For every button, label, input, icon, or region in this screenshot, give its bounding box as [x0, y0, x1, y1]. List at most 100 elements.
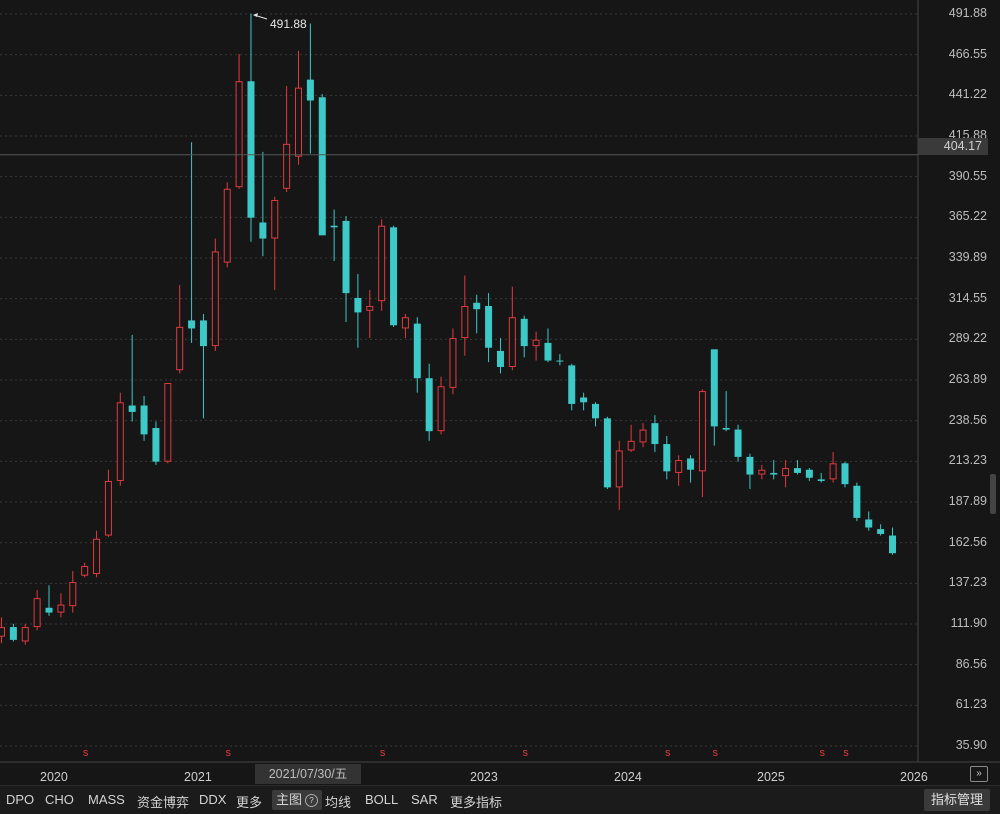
dividend-marker: s: [843, 747, 849, 759]
peak-arrow-head: [252, 13, 258, 17]
candle-body: [746, 456, 754, 475]
candle-body: [592, 403, 599, 419]
candle-body: [722, 427, 730, 430]
y-tick-label: 314.55: [948, 290, 987, 305]
candle-body: [413, 323, 421, 379]
candle-body: [663, 444, 671, 472]
y-tick-label: 441.22: [948, 87, 987, 102]
tab-main-chart[interactable]: 主图?: [272, 790, 323, 810]
candle-body: [710, 349, 718, 427]
candle-body: [556, 360, 564, 362]
tab-cho[interactable]: CHO: [45, 792, 74, 807]
y-tick-label: 111.90: [950, 615, 987, 630]
candle-body: [817, 479, 825, 481]
candle-body: [128, 405, 136, 412]
candle-body: [354, 297, 362, 313]
candle-body: [306, 79, 314, 101]
dividend-marker: s: [713, 747, 719, 759]
candle-body: [675, 460, 683, 473]
candle-body: [57, 604, 65, 613]
dividend-marker: s: [819, 747, 825, 759]
x-tick-label: 2025: [757, 770, 785, 784]
y-tick-label: 35.90: [955, 738, 987, 752]
tab-mass[interactable]: MASS: [88, 792, 125, 807]
candle-body: [615, 450, 623, 488]
candle-body: [841, 463, 849, 485]
tab-fund-game[interactable]: 资金博弈: [137, 795, 190, 810]
candle-body: [330, 225, 338, 228]
candle-body: [651, 423, 659, 445]
y-tick-label: 491.88: [948, 6, 987, 20]
y-tick-label: 390.55: [948, 168, 987, 183]
tab-dpo[interactable]: DPO: [6, 792, 35, 807]
x-tick-label: 2024: [614, 770, 642, 784]
candle-body: [544, 342, 552, 361]
candle-body: [580, 397, 588, 403]
candle-body: [223, 188, 231, 263]
dividend-marker: s: [380, 747, 386, 759]
candle-body: [235, 81, 243, 188]
candle-body: [853, 485, 861, 518]
candle-body: [247, 81, 255, 218]
candle-body: [603, 418, 611, 488]
x-tick-label: 2021: [184, 770, 212, 784]
tab-sar[interactable]: SAR: [411, 792, 438, 807]
candle-body: [770, 472, 778, 475]
candle-body: [9, 627, 17, 640]
y-tick-label: 162.56: [948, 534, 987, 549]
help-icon[interactable]: ?: [305, 794, 319, 807]
candle-body: [259, 222, 267, 239]
candle-body: [81, 566, 89, 576]
candle-body: [21, 627, 29, 642]
candle-body: [211, 251, 219, 347]
y-tick-label: 263.89: [948, 372, 987, 386]
candle-body: [508, 317, 516, 367]
candle-body: [104, 480, 112, 536]
y-tick-label: 61.23: [955, 697, 987, 712]
candle-body: [295, 87, 302, 157]
candle-body: [401, 317, 409, 329]
candle-body: [877, 529, 885, 534]
tab-main-chart-label: 主图: [276, 792, 303, 807]
tab-ddx[interactable]: DDX: [199, 792, 227, 807]
x-tick-label: 2026: [900, 770, 928, 784]
double-chevron-right-icon: »: [976, 768, 982, 779]
y-tick-label: 365.22: [948, 209, 987, 224]
candle-body: [318, 97, 326, 236]
tab-boll[interactable]: BOLL: [365, 792, 399, 807]
candle-body: [829, 463, 837, 480]
tab-more[interactable]: 更多: [236, 795, 263, 810]
dividend-marker: s: [225, 747, 231, 759]
candle-body: [342, 220, 350, 294]
candle-body: [627, 440, 635, 451]
candle-body: [152, 427, 160, 462]
candle-body: [485, 305, 493, 348]
tab-moving-average[interactable]: 均线: [325, 795, 352, 810]
candle-body: [734, 429, 742, 457]
candle-body: [116, 402, 124, 481]
candle-body: [199, 320, 207, 347]
resize-handle[interactable]: [990, 474, 996, 514]
scroll-right-button[interactable]: »: [970, 766, 988, 782]
candle-body: [366, 305, 374, 311]
candle-body: [805, 469, 813, 478]
candle-body: [378, 225, 386, 302]
candle-body: [164, 383, 172, 462]
indicator-manage-button[interactable]: 指标管理: [923, 789, 990, 811]
y-tick-label: 213.23: [948, 453, 987, 468]
x-tick-label: 2023: [470, 770, 498, 784]
candle-body: [283, 143, 291, 189]
y-tick-label: 289.22: [948, 331, 987, 346]
candle-body: [520, 318, 528, 347]
candle-body: [449, 338, 457, 388]
candle-body: [461, 305, 469, 339]
tab-more-indicators[interactable]: 更多指标: [450, 795, 503, 810]
candle-body: [45, 607, 53, 613]
candle-body: [93, 538, 101, 575]
candle-body: [793, 468, 801, 473]
candle-body: [782, 468, 790, 477]
y-tick-label: 339.89: [948, 249, 987, 264]
y-tick-label: 137.23: [948, 575, 987, 590]
candle-body: [698, 391, 706, 472]
